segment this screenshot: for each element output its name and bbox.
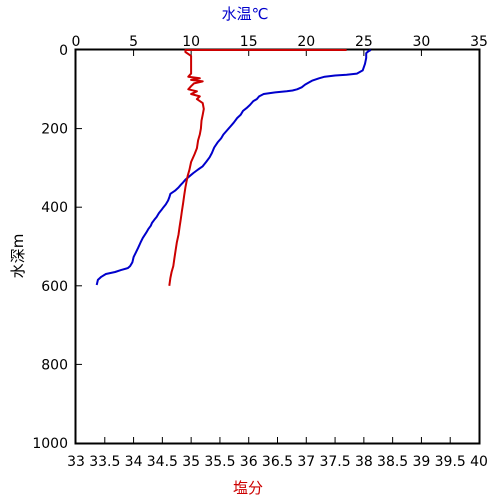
bottom-axis-tick-label: 36.5 [262,454,293,470]
left-axis-tick-label: 600 [41,279,68,295]
left-axis-tick-label: 800 [41,357,68,373]
left-axis-tick-label: 1000 [32,436,68,452]
salinity-series-line [168,49,347,286]
bottom-axis-tick-label: 34.5 [147,454,178,470]
y-axis-title: 水深m [9,234,27,279]
top-axis-tick-label: 5 [129,34,138,50]
bottom-axis-title: 塩分 [233,479,263,497]
bottom-axis-tick-label: 39 [413,454,431,470]
top-axis-tick-label: 0 [72,34,81,50]
bottom-axis-tick-label: 40 [470,454,488,470]
top-axis-title: 水温℃ [222,5,269,23]
bottom-axis-tick-label: 38 [355,454,373,470]
left-axis-tick-label: 200 [41,122,68,138]
temperature-series-line [95,49,372,286]
top-axis-ticks: 0 5 10 15 20 25 30 35 [72,34,488,56]
top-axis-tick-label: 15 [240,34,258,50]
bottom-axis-ticks: 33 33.5 34 34.5 35 35.5 36 36.5 37 37.5 38 38.5 39 39… [67,437,488,470]
left-axis-ticks: 0 200 400 600 800 1000 [32,43,82,452]
left-axis-tick-label: 0 [59,43,68,59]
bottom-axis-tick-label: 37 [297,454,315,470]
bottom-axis-tick-label: 38.5 [377,454,408,470]
top-axis-tick-label: 20 [297,34,315,50]
left-axis-tick-label: 400 [41,200,68,216]
bottom-axis-tick-label: 35.5 [204,454,235,470]
bottom-axis-tick-label: 35 [182,454,200,470]
top-axis-tick-label: 35 [470,34,488,50]
bottom-axis-tick-label: 33.5 [89,454,120,470]
top-axis-tick-label: 25 [355,34,373,50]
plot-frame [74,48,481,445]
bottom-axis-tick-label: 39.5 [435,454,466,470]
bottom-axis-tick-label: 37.5 [319,454,350,470]
series-layer [95,49,372,286]
top-axis-tick-label: 10 [182,34,200,50]
bottom-axis-tick-label: 36 [240,454,258,470]
top-axis-tick-label: 30 [413,34,431,50]
bottom-axis-tick-label: 33 [67,454,85,470]
bottom-axis-tick-label: 34 [125,454,143,470]
